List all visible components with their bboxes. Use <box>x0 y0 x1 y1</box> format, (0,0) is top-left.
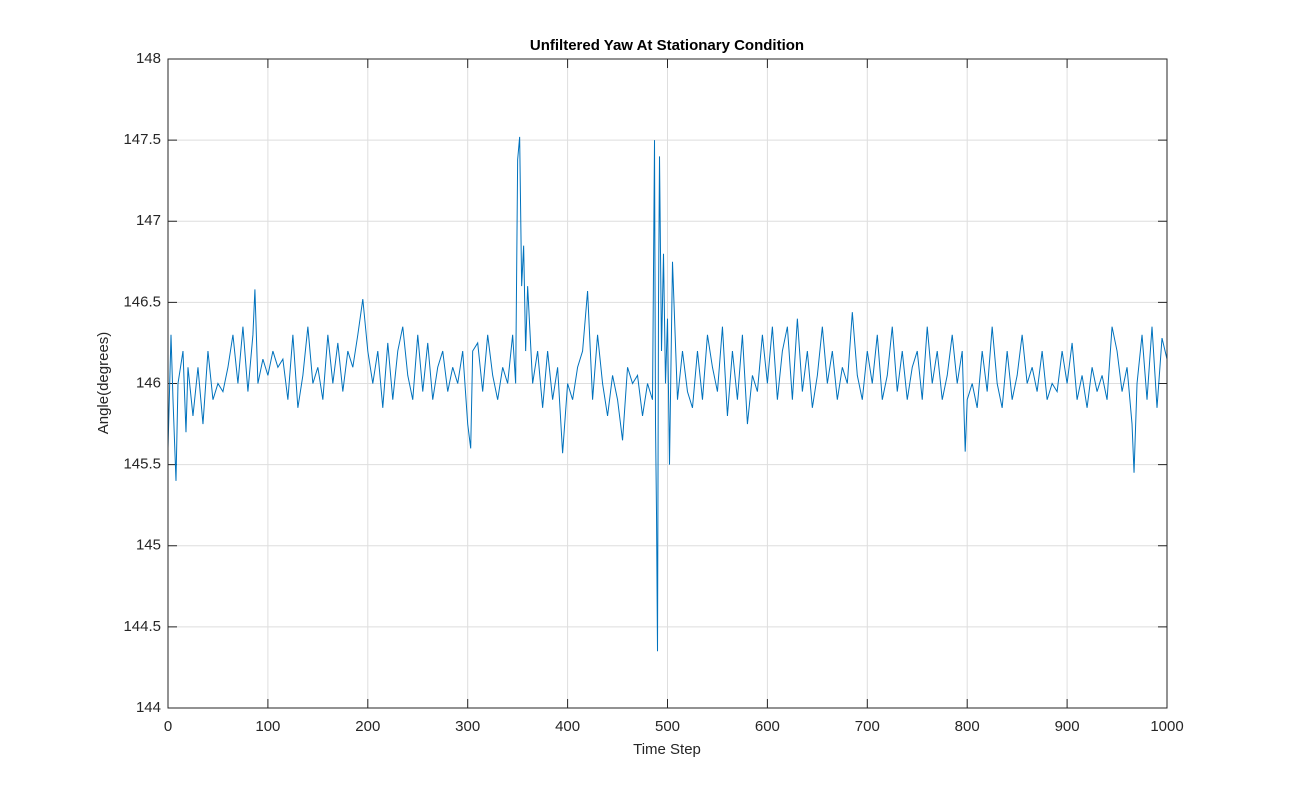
x-tick-label: 100 <box>255 718 280 735</box>
x-axis-label: Time Step <box>633 741 701 758</box>
y-tick-label: 148 <box>136 50 161 67</box>
x-tick-label: 600 <box>755 718 780 735</box>
x-tick-label: 400 <box>555 718 580 735</box>
y-tick-label: 145.5 <box>123 456 161 473</box>
x-tick-label: 500 <box>655 718 680 735</box>
y-tick-label: 147 <box>136 212 161 229</box>
y-tick-label: 144 <box>136 699 161 716</box>
x-tick-label: 800 <box>955 718 980 735</box>
plot-frame <box>167 58 1168 709</box>
x-tick-label: 700 <box>855 718 880 735</box>
data-line <box>167 136 1168 652</box>
y-tick-label: 144.5 <box>123 618 161 635</box>
x-tick-label: 200 <box>355 718 380 735</box>
x-tick-label: 300 <box>455 718 480 735</box>
x-tick-label: 1000 <box>1150 718 1183 735</box>
y-tick-label: 145 <box>136 537 161 554</box>
y-tick-label: 146 <box>136 374 161 391</box>
y-axis-label: Angle(degrees) <box>95 332 112 435</box>
x-tick-label: 900 <box>1055 718 1080 735</box>
x-tick-label: 0 <box>164 718 172 735</box>
y-tick-label: 146.5 <box>123 293 161 310</box>
y-tick-label: 147.5 <box>123 131 161 148</box>
chart-title: Unfiltered Yaw At Stationary Condition <box>530 37 804 54</box>
